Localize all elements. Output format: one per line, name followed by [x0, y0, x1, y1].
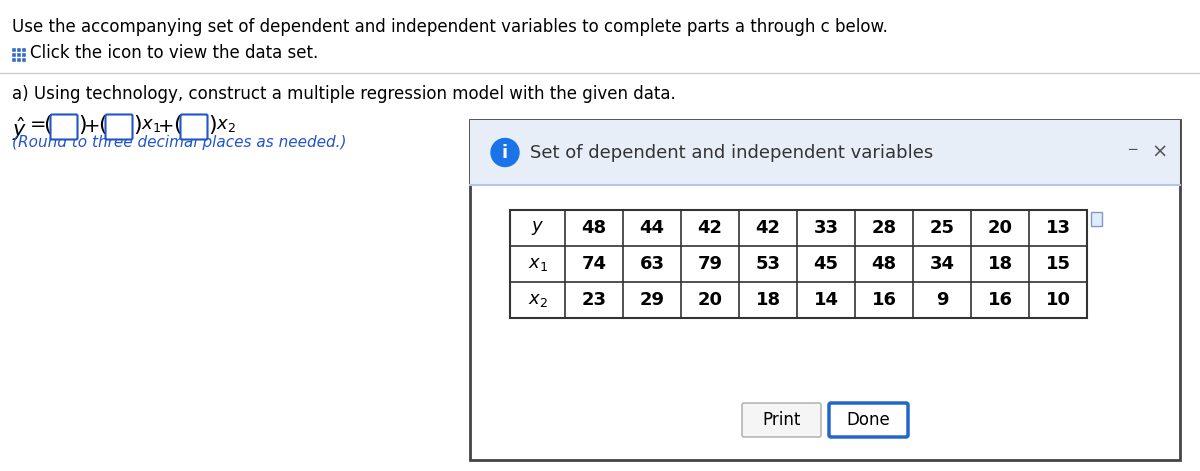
Text: 42: 42 [697, 219, 722, 237]
Text: 74: 74 [582, 255, 606, 273]
Text: (: ( [43, 115, 52, 135]
Circle shape [491, 138, 520, 167]
Text: 79: 79 [697, 255, 722, 273]
Text: Done: Done [847, 411, 890, 429]
Text: 33: 33 [814, 219, 839, 237]
Bar [1091, 212, 1102, 226]
Text: ): ) [208, 115, 217, 135]
Bar [17, 58, 22, 62]
Text: (Round to three decimal places as needed.): (Round to three decimal places as needed… [12, 135, 347, 150]
Text: 45: 45 [814, 255, 839, 273]
FancyBboxPatch shape [180, 114, 208, 139]
Bar [12, 53, 16, 57]
Text: ─: ─ [1128, 144, 1136, 157]
Text: Click the icon to view the data set.: Click the icon to view the data set. [30, 44, 318, 62]
Text: 9: 9 [936, 291, 948, 309]
Text: 16: 16 [871, 291, 896, 309]
Text: i: i [502, 144, 508, 162]
Text: 18: 18 [988, 255, 1013, 273]
Text: $x_1$: $x_1$ [528, 255, 547, 273]
Text: 28: 28 [871, 219, 896, 237]
Bar [17, 48, 22, 52]
Text: 16: 16 [988, 291, 1013, 309]
Text: 20: 20 [988, 219, 1013, 237]
Text: 48: 48 [582, 219, 606, 237]
Text: 18: 18 [756, 291, 780, 309]
Text: a) Using technology, construct a multiple regression model with the given data.: a) Using technology, construct a multipl… [12, 85, 676, 103]
Text: 29: 29 [640, 291, 665, 309]
Text: =: = [30, 115, 47, 134]
Bar [22, 53, 26, 57]
Text: ): ) [78, 115, 86, 135]
Text: (: ( [173, 115, 181, 135]
Bar [22, 48, 26, 52]
Text: 23: 23 [582, 291, 606, 309]
Text: $x_2$: $x_2$ [528, 291, 547, 309]
Text: 44: 44 [640, 219, 665, 237]
Text: (: ( [98, 115, 107, 135]
Text: 63: 63 [640, 255, 665, 273]
FancyBboxPatch shape [829, 403, 908, 437]
Text: 10: 10 [1045, 291, 1070, 309]
Text: $y$: $y$ [530, 219, 544, 237]
Text: ×: × [1152, 143, 1168, 162]
FancyBboxPatch shape [50, 114, 78, 139]
Bar [22, 58, 26, 62]
Text: 15: 15 [1045, 255, 1070, 273]
FancyBboxPatch shape [742, 403, 821, 437]
Text: 13: 13 [1045, 219, 1070, 237]
Text: ): ) [133, 115, 142, 135]
Bar [17, 53, 22, 57]
Text: Print: Print [762, 411, 800, 429]
Text: 53: 53 [756, 255, 780, 273]
Bar [470, 120, 1180, 460]
Text: 48: 48 [871, 255, 896, 273]
FancyBboxPatch shape [106, 114, 132, 139]
Text: 25: 25 [930, 219, 954, 237]
Bar [12, 48, 16, 52]
Text: +: + [158, 117, 174, 136]
Text: Use the accompanying set of dependent and independent variables to complete part: Use the accompanying set of dependent an… [12, 18, 888, 36]
Text: 14: 14 [814, 291, 839, 309]
Text: 20: 20 [697, 291, 722, 309]
Text: +: + [84, 117, 101, 136]
Text: 34: 34 [930, 255, 954, 273]
Text: 42: 42 [756, 219, 780, 237]
Text: Set of dependent and independent variables: Set of dependent and independent variabl… [530, 144, 934, 162]
Text: $x_1$: $x_1$ [142, 116, 161, 134]
Text: $\hat{y}$: $\hat{y}$ [12, 115, 28, 143]
Text: $x_2$: $x_2$ [216, 116, 236, 134]
Bar [510, 210, 1087, 318]
Bar [470, 120, 1180, 185]
Bar [12, 58, 16, 62]
